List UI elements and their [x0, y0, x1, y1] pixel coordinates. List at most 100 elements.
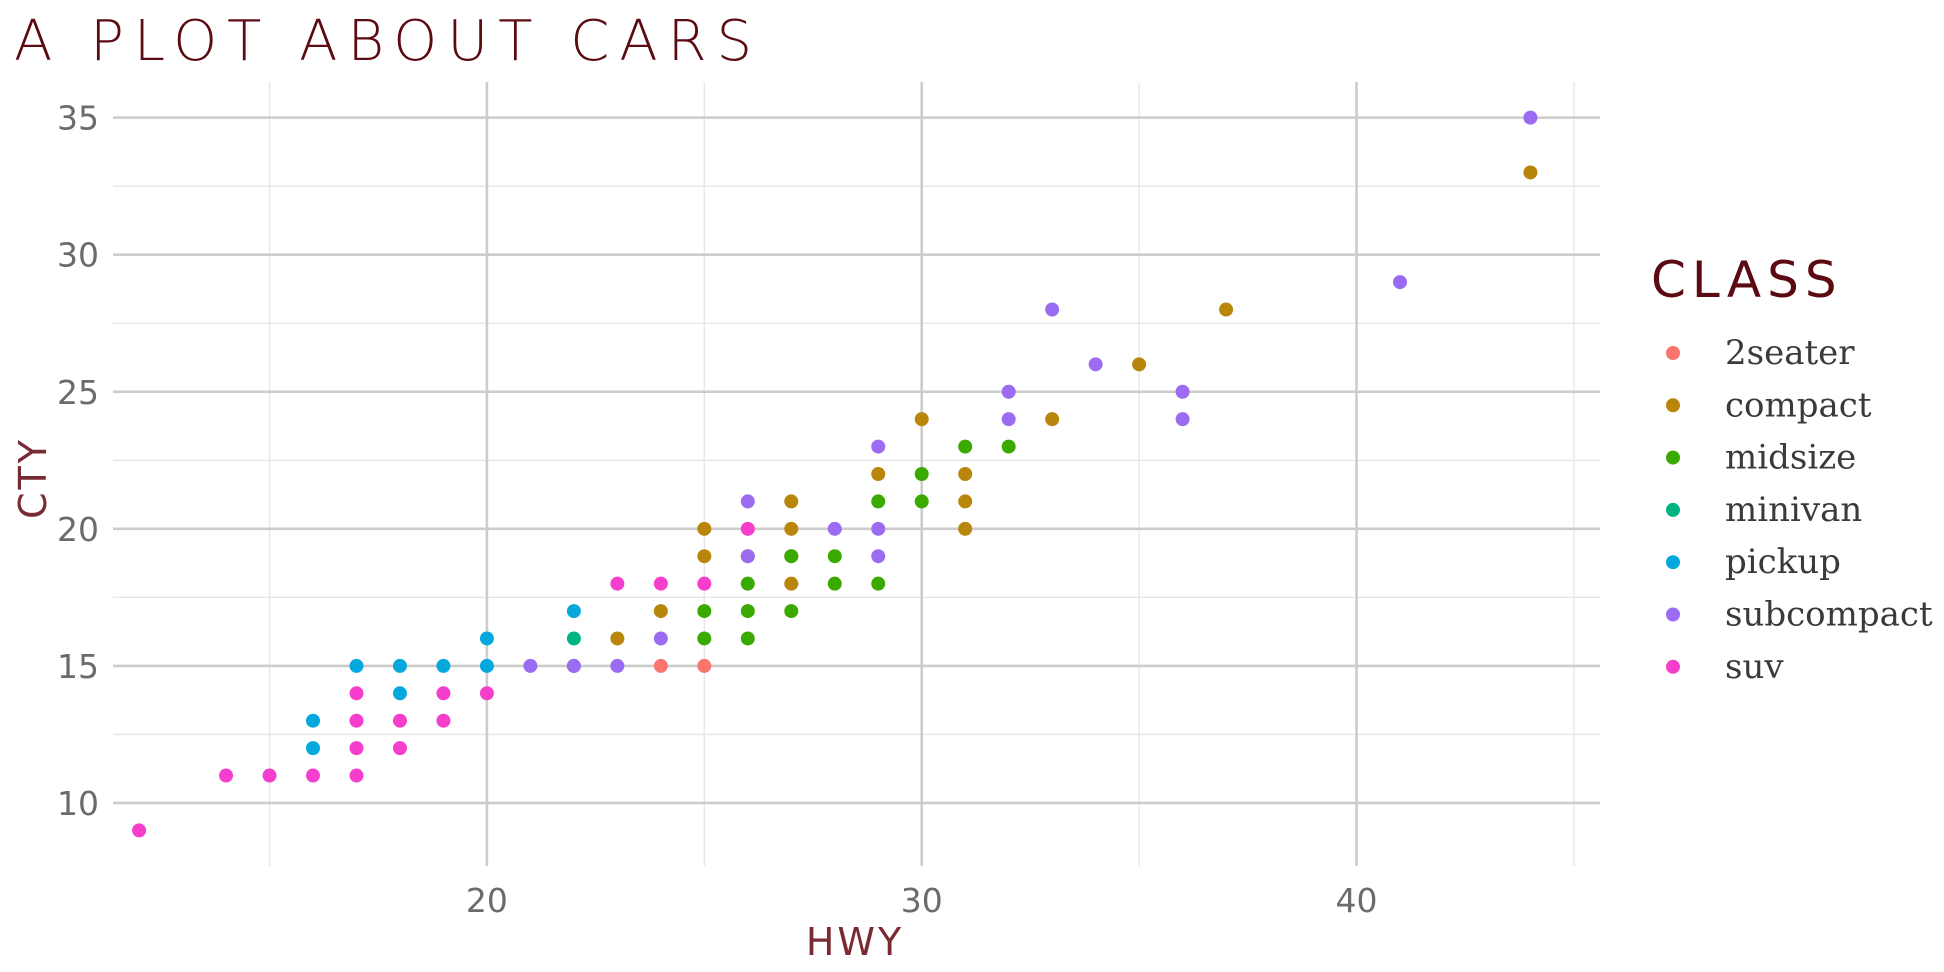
legend-label-minivan: minivan — [1725, 490, 1862, 530]
data-point-midsize — [914, 494, 929, 509]
data-point-midsize — [914, 467, 929, 481]
data-point-midsize — [827, 549, 842, 564]
data-point-midsize — [740, 604, 755, 619]
data-point-suv — [306, 768, 321, 783]
data-point-compact — [1523, 165, 1538, 180]
data-point-compact — [958, 521, 973, 536]
data-point-compact — [1132, 357, 1147, 372]
data-point-2seater — [697, 658, 712, 673]
data-point-pickup — [479, 631, 494, 646]
legend-label-midsize: midsize — [1725, 438, 1856, 478]
data-point-midsize — [784, 549, 799, 564]
data-point-subcompact — [1001, 384, 1016, 399]
data-point-compact — [914, 412, 929, 427]
data-point-suv — [349, 741, 364, 756]
x-tick-label: 30 — [901, 881, 943, 920]
data-point-suv — [479, 686, 494, 701]
data-point-suv — [219, 768, 234, 783]
data-point-midsize — [1001, 439, 1016, 454]
y-axis-title: CTY — [11, 437, 55, 519]
data-point-pickup — [479, 658, 494, 673]
legend-label-pickup: pickup — [1725, 542, 1841, 582]
data-point-compact — [653, 604, 668, 619]
legend-label-2seater: 2seater — [1725, 333, 1855, 373]
data-point-subcompact — [523, 658, 538, 673]
data-point-subcompact — [1175, 412, 1190, 427]
data-point-compact — [784, 521, 799, 536]
data-point-2seater — [653, 658, 668, 673]
axis-ticks: 20 30 40 10 15 20 25 30 35 — [57, 99, 1378, 920]
x-tick-label: 40 — [1336, 881, 1378, 920]
data-point-suv — [349, 768, 364, 783]
data-point-pickup — [392, 686, 407, 701]
data-point-suv — [436, 713, 451, 728]
data-point-suv — [392, 713, 407, 728]
data-point-midsize — [784, 604, 799, 619]
legend-key-midsize — [1666, 450, 1680, 465]
data-point-pickup — [349, 658, 364, 673]
data-point-pickup — [306, 713, 321, 728]
data-point-subcompact — [566, 658, 581, 673]
data-point-compact — [958, 467, 973, 481]
data-point-compact — [697, 521, 712, 536]
x-tick-label: 20 — [466, 881, 508, 920]
legend-key-subcompact — [1666, 607, 1680, 622]
data-point-midsize — [871, 576, 886, 591]
grid — [113, 82, 1600, 866]
data-point-subcompact — [1045, 302, 1060, 317]
data-point-subcompact — [740, 549, 755, 564]
data-points — [132, 110, 1538, 838]
legend-items: 2seater compact midsize minivan pickup subcom… — [1666, 333, 1933, 687]
legend-title: CLASS — [1651, 251, 1843, 309]
data-point-pickup — [436, 658, 451, 673]
legend-key-compact — [1666, 398, 1680, 413]
data-point-compact — [1045, 412, 1060, 427]
data-point-subcompact — [1175, 384, 1190, 399]
data-point-pickup — [392, 658, 407, 673]
legend-key-suv — [1666, 659, 1680, 674]
y-tick-label: 25 — [57, 373, 99, 412]
data-point-midsize — [697, 631, 712, 646]
data-point-suv — [349, 713, 364, 728]
data-point-subcompact — [871, 549, 886, 564]
y-tick-label: 20 — [57, 510, 99, 549]
data-point-suv — [653, 576, 668, 591]
legend-key-2seater — [1666, 346, 1680, 360]
data-point-suv — [262, 768, 277, 783]
data-point-midsize — [958, 439, 973, 454]
y-tick-label: 30 — [57, 236, 99, 275]
data-point-suv — [349, 686, 364, 701]
data-point-minivan — [566, 631, 581, 646]
data-point-subcompact — [827, 521, 842, 536]
data-point-subcompact — [1392, 275, 1407, 290]
data-point-compact — [871, 467, 886, 481]
legend-label-suv: suv — [1725, 647, 1784, 687]
y-tick-label: 10 — [57, 784, 99, 823]
data-point-subcompact — [1088, 357, 1103, 372]
data-point-compact — [1219, 302, 1234, 317]
data-point-suv — [740, 521, 755, 536]
data-point-suv — [697, 576, 712, 591]
legend-key-minivan — [1666, 502, 1680, 517]
y-tick-label: 35 — [57, 99, 99, 138]
x-axis-title: HWY — [806, 920, 904, 964]
chart-title: A PLOT ABOUT CARS — [14, 9, 762, 74]
data-point-subcompact — [1523, 110, 1538, 125]
data-point-subcompact — [1001, 412, 1016, 427]
y-tick-label: 15 — [57, 647, 99, 686]
data-point-subcompact — [610, 658, 625, 673]
legend: CLASS 2seater compact midsize minivan pickup… — [1651, 251, 1933, 687]
data-point-midsize — [697, 604, 712, 619]
data-point-midsize — [871, 494, 886, 509]
data-point-subcompact — [653, 631, 668, 646]
legend-label-compact: compact — [1725, 385, 1872, 425]
data-point-compact — [784, 494, 799, 509]
data-point-midsize — [740, 631, 755, 646]
data-point-compact — [784, 576, 799, 591]
data-point-midsize — [740, 576, 755, 591]
data-point-suv — [436, 686, 451, 701]
data-point-pickup — [566, 604, 581, 619]
data-point-suv — [610, 576, 625, 591]
legend-label-subcompact: subcompact — [1725, 595, 1933, 635]
